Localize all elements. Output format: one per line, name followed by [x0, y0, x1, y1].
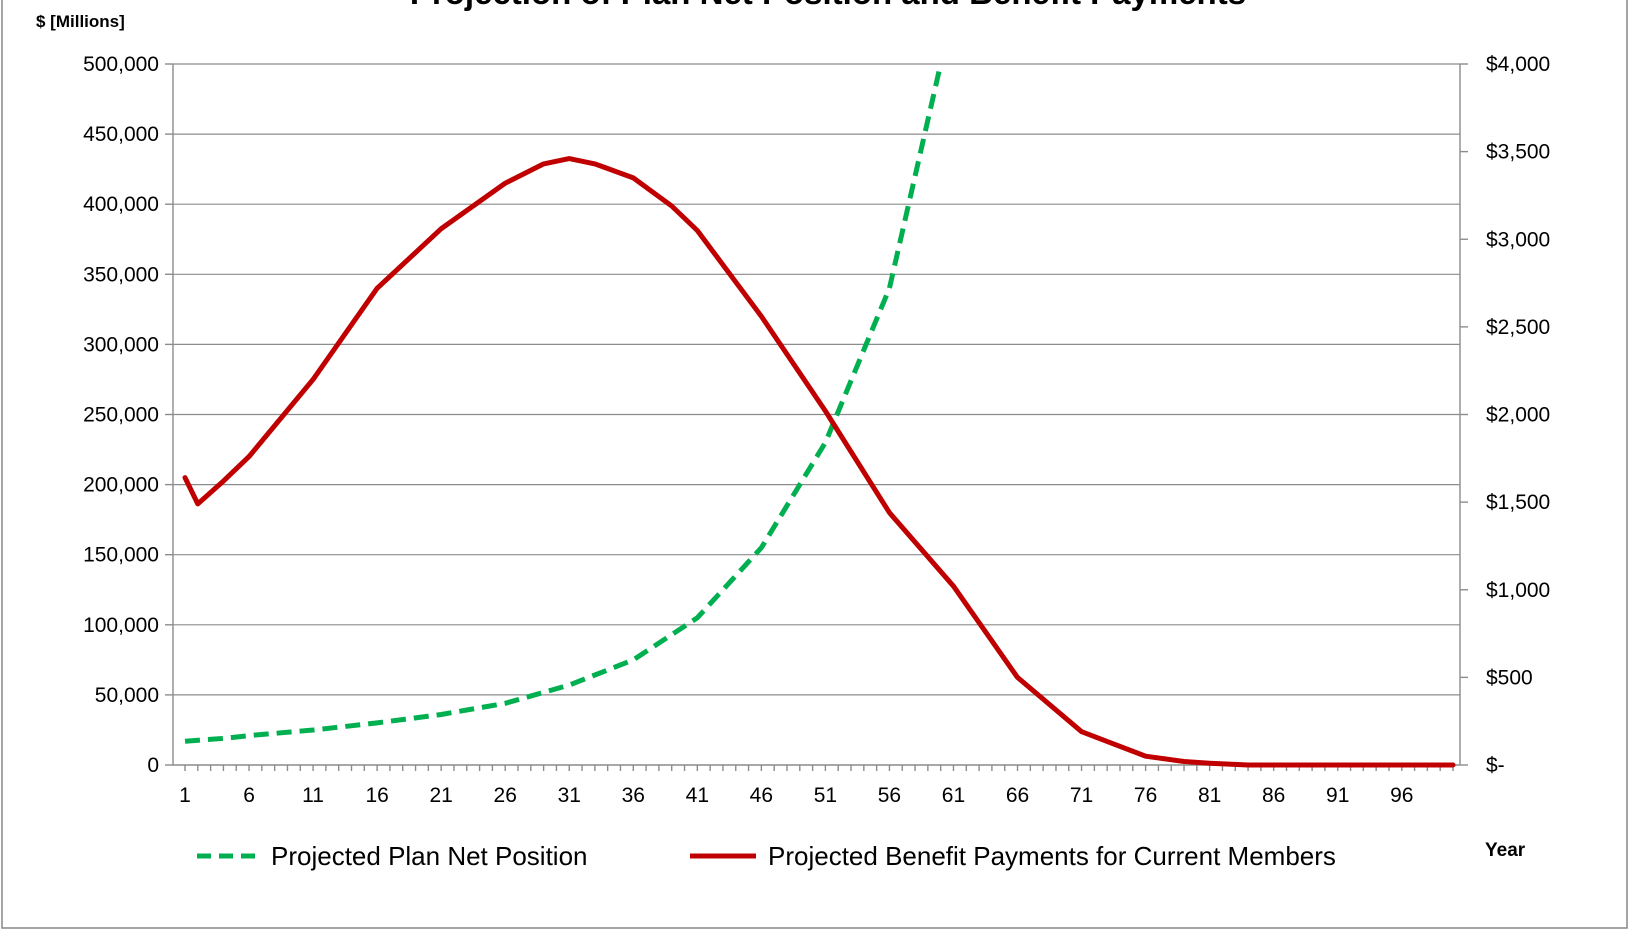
x-tick-label: 51 [814, 784, 837, 807]
y-right-tick-label: $3,000 [1486, 228, 1550, 251]
x-tick-label: 66 [1006, 784, 1029, 807]
x-tick-label: 46 [750, 784, 773, 807]
x-tick-label: 16 [365, 784, 388, 807]
y-left-unit-label: $ [Millions] [36, 12, 125, 31]
tick-labels: 0 50,000 100,000 150,000 200,000 250,000 300,0… [83, 53, 1550, 807]
x-tick-label: 96 [1390, 784, 1413, 807]
y-right-tick-label: $3,500 [1486, 141, 1550, 164]
series-lines [182, 63, 1456, 768]
x-tick-label: 81 [1198, 784, 1221, 807]
x-tick-label: 56 [878, 784, 901, 807]
y-left-tick-label: 150,000 [83, 544, 159, 567]
y-left-tick-label: 450,000 [83, 123, 159, 146]
y-right-tick-label: $1,500 [1486, 491, 1550, 514]
y-left-tick-label: 350,000 [83, 263, 159, 286]
x-tick-label: 31 [558, 784, 581, 807]
y-left-tick-label: 50,000 [95, 684, 159, 707]
x-tick-label: 11 [302, 784, 324, 807]
y-right-tick-label: $- [1486, 754, 1505, 777]
x-tick-label: 91 [1326, 784, 1349, 807]
x-tick-label: 71 [1070, 784, 1093, 807]
y-left-tick-label: 250,000 [83, 404, 159, 427]
gridlines [173, 63, 1460, 696]
y-left-tick-label: 400,000 [83, 193, 159, 216]
x-tick-label: 61 [942, 784, 965, 807]
x-tick-label: 76 [1134, 784, 1157, 807]
y-right-tick-label: $500 [1486, 666, 1533, 689]
legend-label-2: Projected Benefit Payments for Current M… [768, 841, 1336, 871]
x-tick-label: 26 [494, 784, 517, 807]
y-left-tick-label: 300,000 [83, 333, 159, 356]
y-left-tick-label: 100,000 [83, 614, 159, 637]
chart-title: Projection of Plan Net Position and Bene… [410, 0, 1246, 11]
x-tick-label: 6 [243, 784, 255, 807]
x-tick-label: 21 [429, 784, 452, 807]
y-left-tick-label: 0 [147, 754, 159, 777]
y-right-tick-label: $2,500 [1486, 316, 1550, 339]
legend-label-1: Projected Plan Net Position [271, 841, 588, 871]
x-tick-label: 1 [179, 784, 191, 807]
x-tick-label: 36 [622, 784, 645, 807]
legend: Projected Plan Net Position Projected Ben… [197, 841, 1336, 871]
y-left-tick-label: 500,000 [83, 53, 159, 76]
y-right-tick-label: $1,000 [1486, 579, 1550, 602]
x-tick-label: 86 [1262, 784, 1285, 807]
x-axis-label: Year [1485, 840, 1526, 861]
y-right-tick-label: $4,000 [1486, 53, 1550, 76]
y-right-tick-label: $2,000 [1486, 404, 1550, 427]
x-tick-label: 41 [686, 784, 709, 807]
y-left-tick-label: 200,000 [83, 474, 159, 497]
series-line-1 [184, 63, 944, 744]
series-line-2 [182, 156, 1456, 768]
